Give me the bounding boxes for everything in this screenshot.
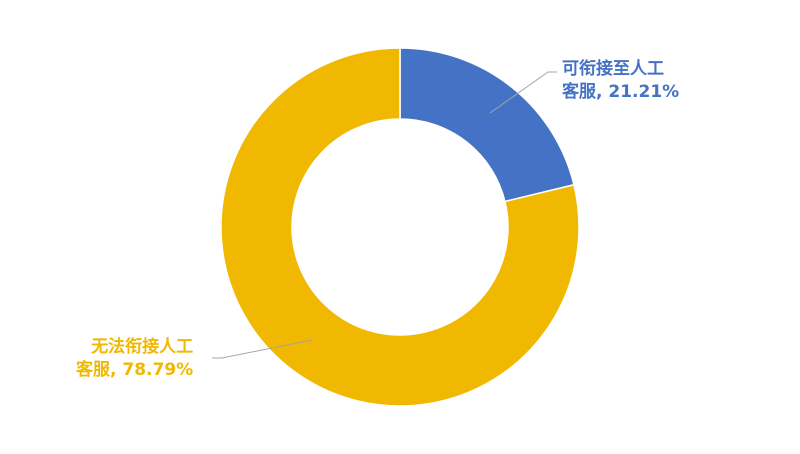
- donut-slice-0: [399, 47, 575, 203]
- leader-line-0: [489, 71, 557, 114]
- data-label-not-connectable: 无法衔接人工 客服, 78.79%: [76, 336, 193, 382]
- leader-line-1: [212, 339, 313, 359]
- data-label-line2: 客服, 21.21%: [562, 82, 680, 102]
- data-label-line1: 可衔接至人工: [562, 59, 664, 79]
- data-label-line1: 无法衔接人工: [91, 337, 194, 357]
- donut-slice-1: [220, 47, 580, 407]
- data-label-connectable: 可衔接至人工 客服, 21.21%: [562, 58, 679, 104]
- data-label-line2: 客服, 78.79%: [76, 360, 194, 380]
